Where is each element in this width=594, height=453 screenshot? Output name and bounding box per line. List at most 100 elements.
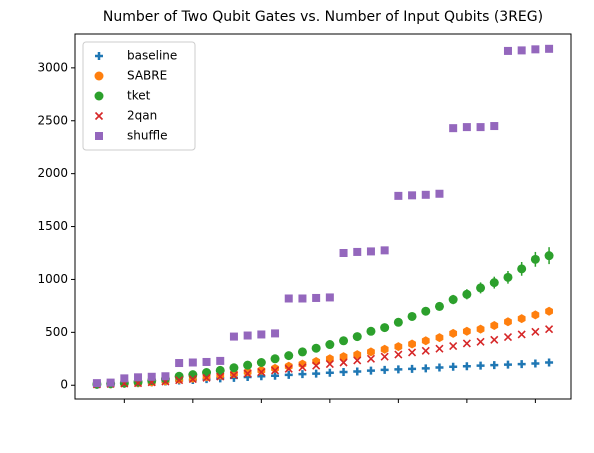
- marker: [393, 317, 403, 327]
- marker: [271, 329, 280, 338]
- legend-entry: SABRE: [94, 69, 167, 83]
- marker: [530, 254, 540, 264]
- marker: [312, 369, 321, 378]
- marker: [298, 370, 307, 379]
- marker: [366, 247, 375, 256]
- legend-label: baseline: [127, 49, 177, 63]
- marker: [175, 376, 184, 385]
- marker: [407, 348, 417, 357]
- marker: [407, 311, 417, 321]
- marker: [503, 360, 512, 369]
- y-tick-label: 1500: [37, 219, 68, 233]
- marker: [517, 330, 526, 339]
- marker: [503, 333, 513, 342]
- marker: [476, 337, 485, 346]
- marker: [503, 272, 513, 282]
- marker: [339, 368, 348, 377]
- legend-entry: baseline: [95, 49, 177, 63]
- marker: [147, 372, 156, 381]
- marker: [352, 332, 362, 342]
- marker: [297, 347, 307, 357]
- marker: [531, 359, 540, 368]
- marker: [339, 249, 348, 257]
- marker: [243, 367, 252, 377]
- marker: [435, 363, 444, 372]
- marker: [462, 289, 472, 299]
- marker: [229, 371, 239, 380]
- marker: [134, 373, 143, 382]
- legend-marker: [94, 91, 104, 101]
- marker: [215, 365, 225, 375]
- legend-label: 2qan: [127, 109, 157, 123]
- y-tick-label: 0: [60, 378, 68, 392]
- marker: [517, 46, 526, 55]
- marker: [298, 294, 307, 303]
- marker: [339, 336, 349, 346]
- marker: [394, 191, 403, 200]
- marker: [188, 358, 197, 367]
- legend: baseline SABRE tket 2qan shuffle: [82, 41, 196, 151]
- marker: [408, 191, 417, 200]
- marker: [284, 294, 293, 303]
- marker: [325, 293, 334, 302]
- marker: [353, 247, 362, 256]
- marker: [202, 357, 211, 366]
- marker: [380, 246, 389, 255]
- marker: [325, 368, 334, 377]
- marker: [545, 325, 554, 334]
- y-tick-label: 500: [45, 325, 68, 339]
- marker: [257, 330, 266, 339]
- marker: [421, 336, 430, 346]
- marker: [188, 370, 198, 380]
- marker: [284, 351, 294, 361]
- marker: [284, 370, 293, 379]
- marker: [257, 367, 266, 377]
- marker: [366, 354, 376, 363]
- marker: [284, 364, 293, 373]
- marker: [531, 310, 540, 320]
- marker: [216, 356, 225, 365]
- legend-marker: [95, 52, 103, 60]
- marker: [449, 362, 458, 371]
- marker: [298, 363, 307, 372]
- marker: [489, 278, 499, 288]
- marker: [271, 363, 279, 373]
- marker: [243, 360, 253, 370]
- marker: [256, 358, 266, 367]
- marker: [490, 335, 499, 344]
- legend-label: SABRE: [127, 69, 167, 83]
- legend-marker: [94, 71, 104, 81]
- marker: [449, 328, 458, 338]
- marker: [120, 374, 129, 383]
- marker: [188, 375, 197, 384]
- marker: [243, 369, 252, 378]
- marker: [366, 326, 376, 336]
- marker: [353, 367, 362, 376]
- marker: [476, 283, 486, 293]
- marker: [270, 366, 280, 375]
- marker: [449, 124, 458, 133]
- marker: [408, 364, 417, 373]
- marker: [380, 352, 389, 361]
- marker: [490, 320, 499, 330]
- marker: [408, 339, 416, 349]
- marker: [92, 379, 101, 388]
- legend-marker: [95, 132, 103, 140]
- marker: [367, 347, 375, 357]
- marker: [270, 354, 280, 364]
- y-tick-label: 3000: [37, 60, 68, 74]
- marker: [421, 306, 431, 316]
- y-tick-label: 1000: [37, 272, 68, 286]
- legend-marker: [94, 111, 104, 121]
- marker: [339, 352, 348, 362]
- marker: [435, 333, 444, 343]
- marker: [380, 323, 390, 333]
- marker: [312, 293, 321, 302]
- marker: [380, 344, 389, 354]
- marker: [366, 366, 375, 375]
- marker: [490, 361, 499, 370]
- marker: [476, 361, 485, 370]
- marker: [545, 306, 553, 316]
- marker: [311, 343, 321, 353]
